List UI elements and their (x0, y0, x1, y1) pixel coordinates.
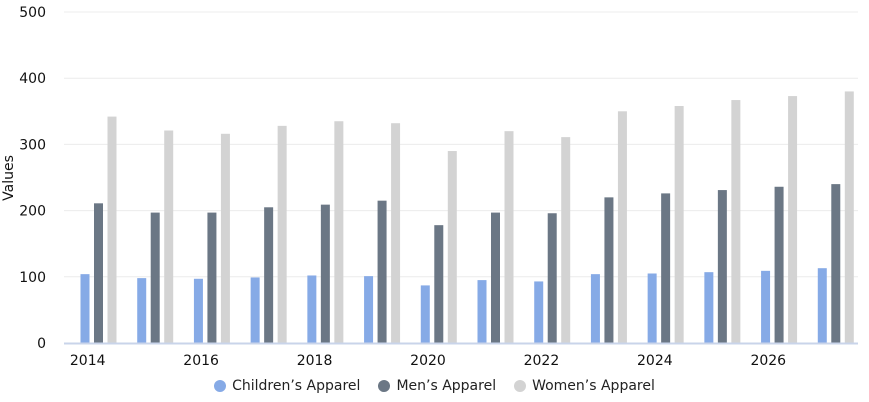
bar-mens (434, 225, 444, 343)
y-axis-title: Values (1, 155, 17, 201)
bar-childrens (364, 276, 374, 343)
x-tick-label: 2020 (410, 353, 446, 369)
bar-childrens (420, 285, 430, 343)
bar-womens (844, 91, 854, 343)
bar-childrens (817, 268, 827, 343)
legend-swatch (514, 380, 527, 392)
bar-childrens (647, 273, 657, 343)
bar-womens (674, 106, 684, 343)
legend-swatch (214, 380, 227, 392)
bar-childrens (193, 278, 203, 343)
legend-label: Children’s Apparel (232, 378, 361, 394)
bar-mens (774, 186, 784, 343)
bar-womens (561, 137, 571, 343)
bar-mens (547, 213, 557, 343)
bar-mens (94, 203, 103, 343)
legend-label: Women’s Apparel (532, 378, 655, 394)
bar-childrens (307, 275, 317, 343)
bar-mens (831, 184, 841, 343)
x-tick-label: 2014 (70, 353, 106, 369)
y-tick-label: 100 (19, 270, 46, 286)
legend: Children’s Apparel Men’s Apparel Women’s A… (0, 378, 869, 394)
legend-item[interactable]: Men’s Apparel (378, 378, 496, 394)
bar-mens (377, 200, 387, 343)
y-axis-ticks: 0 100 200 300 400 500 (19, 5, 46, 352)
legend-item[interactable]: Children’s Apparel (214, 378, 360, 394)
bar-womens (107, 116, 117, 343)
legend-item[interactable]: Women’s Apparel (514, 378, 655, 394)
bar-mens (717, 190, 727, 343)
bar-childrens (80, 274, 90, 343)
legend-label: Men’s Apparel (396, 378, 497, 394)
y-tick-label: 200 (19, 204, 46, 220)
bars (80, 91, 854, 344)
bar-womens (164, 130, 174, 343)
bar-womens (504, 131, 514, 343)
x-tick-label: 2018 (297, 353, 333, 369)
bar-childrens (704, 272, 714, 343)
y-tick-label: 400 (19, 71, 46, 87)
bar-childrens (534, 281, 544, 343)
y-tick-label: 0 (37, 336, 46, 352)
x-tick-label: 2022 (524, 353, 560, 369)
bar-mens (264, 207, 274, 343)
bar-childrens (250, 277, 260, 343)
y-tick-label: 500 (19, 5, 46, 21)
bar-childrens (761, 270, 771, 343)
bar-womens (731, 100, 741, 344)
x-tick-label: 2016 (183, 353, 219, 369)
bar-womens (334, 121, 344, 343)
x-tick-label: 2026 (750, 353, 786, 369)
x-axis-ticks: 2014 2016 2018 2020 2022 2024 2026 (70, 353, 786, 369)
bar-mens (661, 193, 671, 343)
bar-mens (320, 204, 330, 343)
x-tick-label: 2024 (637, 353, 673, 369)
bar-mens (207, 212, 217, 343)
bar-womens (447, 151, 457, 343)
bar-womens (391, 123, 401, 343)
bar-childrens (590, 274, 600, 343)
bar-mens (604, 197, 614, 343)
y-tick-label: 300 (19, 137, 46, 153)
bar-womens (788, 96, 798, 343)
bar-womens (617, 111, 627, 343)
bar-mens (491, 212, 500, 343)
bar-womens (277, 125, 287, 343)
bar-womens (220, 133, 230, 343)
bar-childrens (137, 278, 147, 343)
bar-mens (150, 212, 160, 343)
bar-childrens (477, 280, 487, 343)
legend-swatch (378, 380, 391, 392)
